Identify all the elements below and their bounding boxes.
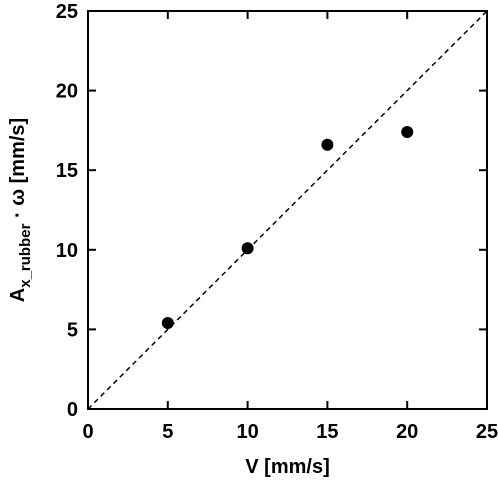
x-axis-ticks: 0 5 10 15 20 25 <box>82 11 498 443</box>
plot-frame <box>87 10 488 410</box>
y-tick-label: 20 <box>56 81 78 103</box>
y-axis-label-suffix: · ω [mm/s] <box>7 118 29 224</box>
y-tick-label: 0 <box>67 399 78 421</box>
reference-line-layer <box>87 10 488 410</box>
data-point <box>241 242 254 255</box>
y-axis-label-subscript: x_rubber <box>17 223 34 287</box>
y-tick-label: 10 <box>56 240 78 262</box>
data-point <box>321 138 334 151</box>
y-tick-label: 5 <box>67 319 78 341</box>
x-tick-label: 0 <box>82 421 93 443</box>
data-points-layer <box>161 125 414 330</box>
y-axis-label: Ax_rubber · ω [mm/s] <box>7 118 34 302</box>
x-tick-label: 10 <box>236 421 258 443</box>
x-axis-label: V [mm/s] <box>245 456 329 478</box>
data-point <box>401 125 414 138</box>
y-tick-label: 25 <box>56 1 78 23</box>
reference-line <box>87 10 488 410</box>
y-axis-label-main: A <box>7 288 29 302</box>
x-tick-label: 15 <box>316 421 338 443</box>
y-axis-ticks: 0 5 10 15 20 25 <box>56 1 487 421</box>
x-tick-label: 5 <box>162 421 173 443</box>
x-tick-label: 20 <box>396 421 418 443</box>
y-tick-label: 15 <box>56 160 78 182</box>
x-tick-label: 25 <box>476 421 498 443</box>
data-point <box>161 317 174 330</box>
